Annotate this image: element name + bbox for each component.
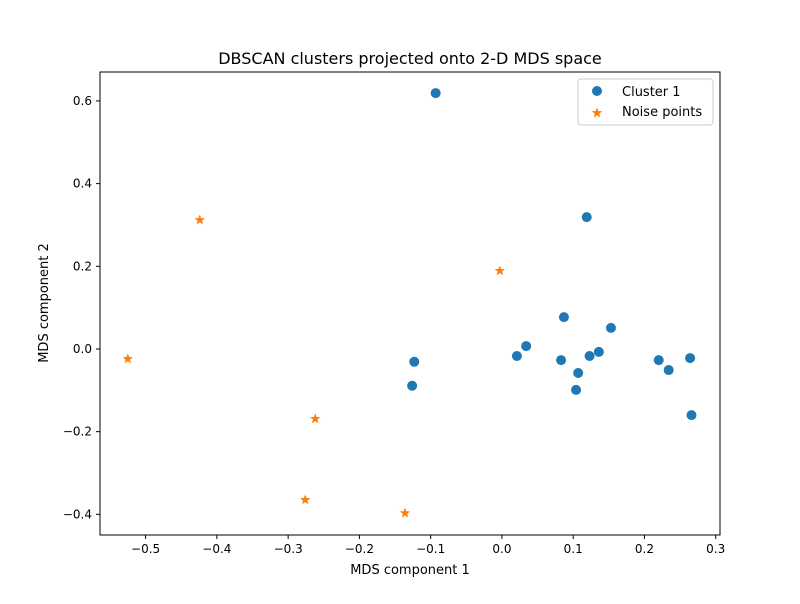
y-tick-label: 0.2 (73, 259, 92, 273)
cluster-point (605, 322, 616, 333)
x-tick-label: 0.0 (492, 542, 511, 556)
legend-marker-noise (591, 107, 603, 118)
cluster-point (663, 365, 674, 376)
cluster-point (430, 88, 441, 99)
y-tick-label: 0.6 (73, 94, 92, 108)
legend-marker-cluster-1 (592, 86, 602, 96)
x-tick-label: −0.3 (274, 542, 303, 556)
x-tick-label: 0.2 (635, 542, 654, 556)
noise-point (399, 507, 411, 518)
x-tick-label: −0.5 (131, 542, 160, 556)
x-tick-label: −0.4 (202, 542, 231, 556)
legend-label-cluster-1: Cluster 1 (622, 85, 681, 100)
cluster-point (558, 312, 569, 323)
x-axis-label: MDS component 1 (350, 563, 470, 578)
legend: Cluster 1 Noise points (577, 78, 714, 126)
cluster-point (573, 367, 584, 378)
noise-point (300, 494, 311, 505)
cluster-point (593, 346, 604, 357)
cluster-point (407, 380, 418, 391)
legend-label-noise: Noise points (622, 105, 702, 120)
noise-point (194, 214, 205, 225)
chart-title: DBSCAN clusters projected onto 2-D MDS s… (218, 49, 602, 68)
legend-box (577, 78, 714, 126)
cluster-point (556, 355, 567, 366)
noise-point (494, 265, 506, 276)
cluster-point (584, 351, 595, 362)
cluster-point (409, 356, 420, 367)
y-tick-label: 0.0 (73, 342, 92, 356)
x-tick-label: −0.1 (416, 542, 445, 556)
y-tick-label: −0.4 (63, 507, 92, 521)
y-tick-label: 0.4 (73, 177, 92, 191)
cluster-point (686, 410, 697, 421)
cluster-point (521, 341, 532, 352)
cluster-point (653, 355, 664, 366)
y-tick-label: −0.2 (63, 425, 92, 439)
noise-point (309, 413, 321, 424)
noise-point (122, 353, 134, 364)
cluster-point (581, 212, 592, 223)
cluster-point (511, 351, 522, 362)
x-tick-label: 0.3 (706, 542, 725, 556)
x-tick-label: 0.1 (564, 542, 583, 556)
y-axis-label: MDS component 2 (37, 243, 52, 363)
cluster-point (571, 384, 582, 395)
axes-frame (99, 71, 721, 536)
cluster-point (685, 353, 696, 364)
x-tick-label: −0.2 (345, 542, 374, 556)
